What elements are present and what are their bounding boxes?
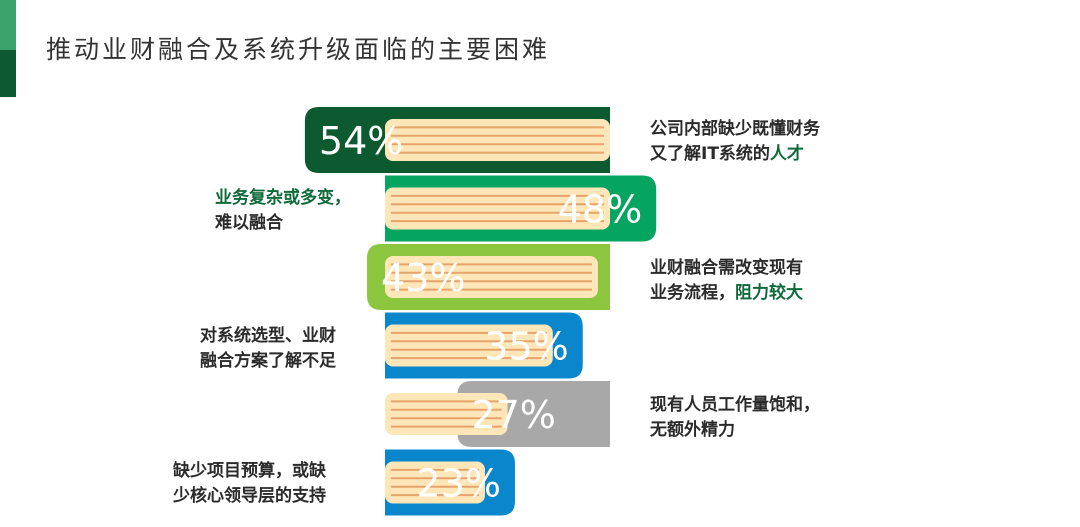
bar-value-label-5: 23% [416,462,500,506]
annotation-3-line1: 对系统选型、业财 [200,326,336,346]
annotation-5-line2: 少核心领导层的支持 [173,486,326,506]
annotation-1-line2: 难以融合 [215,213,283,233]
book-pages-0 [385,119,610,161]
annotation-2-line2: 业务流程， [650,283,735,303]
annotation-4: 现有人员工作量饱和， 无额外精力 [650,393,820,443]
book-pages-5 [385,461,485,504]
book-pages-2 [385,256,598,298]
annotation-2-highlight: 阻力较大 [735,283,803,303]
annotation-0-highlight: 人才 [769,144,804,164]
annotation-3-line2: 融合方案了解不足 [200,351,336,371]
annotation-0-line1: 公司内部缺少既懂财务 [650,119,820,139]
annotation-5: 缺少项目预算，或缺 少核心领导层的支持 [173,459,326,509]
book-pages-3 [385,324,553,367]
bar-value-label-3: 35% [484,325,568,369]
chart-title: 推动业财融合及系统升级面临的主要困难 [46,35,551,64]
bar-value-label-4: 27% [471,393,555,437]
accent-bar-top [0,0,16,50]
book-pages-1 [385,187,610,230]
annotation-2-line1: 业财融合需改变现有 [650,258,803,278]
book-pages-4 [385,393,508,435]
bar-value-label-2: 43% [381,256,465,300]
annotation-5-line1: 缺少项目预算，或缺 [173,461,326,481]
bar-value-label-1: 48% [558,188,642,232]
annotation-0: 公司内部缺少既懂财务 又了解IT系统的人才 [650,117,820,167]
annotation-4-line2: 无额外精力 [650,420,735,440]
accent-bar-bottom [0,50,16,97]
annotation-4-line1: 现有人员工作量饱和， [650,395,820,415]
annotation-0-line2: 又了解IT系统的 [650,144,770,164]
annotation-1-highlight: 业务复杂或多变， [215,188,351,208]
annotation-2: 业财融合需改变现有 业务流程，阻力较大 [650,256,803,306]
annotation-3: 对系统选型、业财 融合方案了解不足 [200,324,336,374]
annotation-1: 业务复杂或多变， 难以融合 [215,186,351,236]
bar-value-label-0: 54% [319,119,403,163]
